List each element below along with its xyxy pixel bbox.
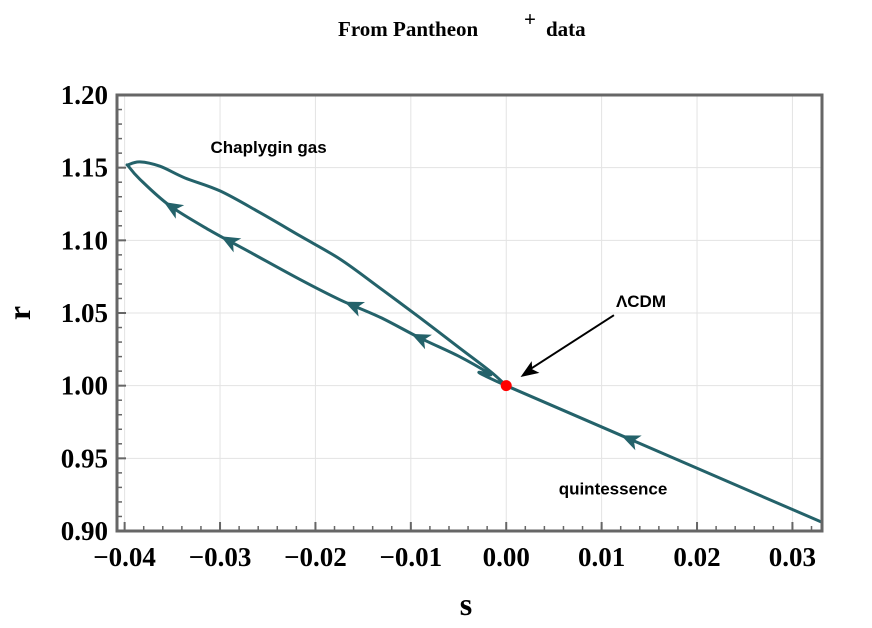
x-tick-label: −0.03 [189,542,252,572]
y-tick-label: 1.20 [61,80,108,110]
chart-title: From Pantheon [338,17,479,41]
x-tick-label: 0.00 [483,542,530,572]
direction-arrow [411,333,432,350]
lcdm-pointer-arrowhead [520,361,540,377]
x-tick-label: 0.03 [769,542,816,572]
ticks: −0.04 −0.03 −0.02 −0.01 0.00 0.01 0.02 0.03 0.90… [61,80,816,572]
annotation-lcdm: ΛCDM [616,292,666,311]
direction-arrow [621,435,642,451]
x-tick-label: 0.01 [578,542,625,572]
trajectory-line [125,160,822,524]
x-axis-label: s [460,586,472,622]
y-tick-label: 1.15 [61,153,108,183]
lcdm-point [500,380,512,392]
x-tick-label: 0.02 [673,542,720,572]
x-tick-label: −0.04 [93,542,156,572]
annotation-chaplygin-gas: Chaplygin gas [210,138,326,157]
direction-arrow [344,301,366,317]
y-tick-label: 0.95 [61,443,108,473]
y-tick-label: 0.90 [61,516,108,546]
y-axis-label: r [1,306,37,320]
chart-title-suffix: data [546,17,586,41]
direction-arrow [163,201,185,219]
lcdm-pointer-line [529,314,615,370]
grid [117,94,822,532]
annotation-quintessence: quintessence [559,480,668,499]
x-tick-label: −0.01 [380,542,443,572]
chart-title-superscript: + [524,7,536,31]
direction-arrow [220,236,242,253]
x-tick-label: −0.02 [284,542,347,572]
y-tick-label: 1.10 [61,225,108,255]
y-tick-label: 1.05 [61,298,108,328]
y-tick-label: 1.00 [61,371,108,401]
plot-area: Chaplygin gas ΛCDM quintessence [125,138,822,524]
